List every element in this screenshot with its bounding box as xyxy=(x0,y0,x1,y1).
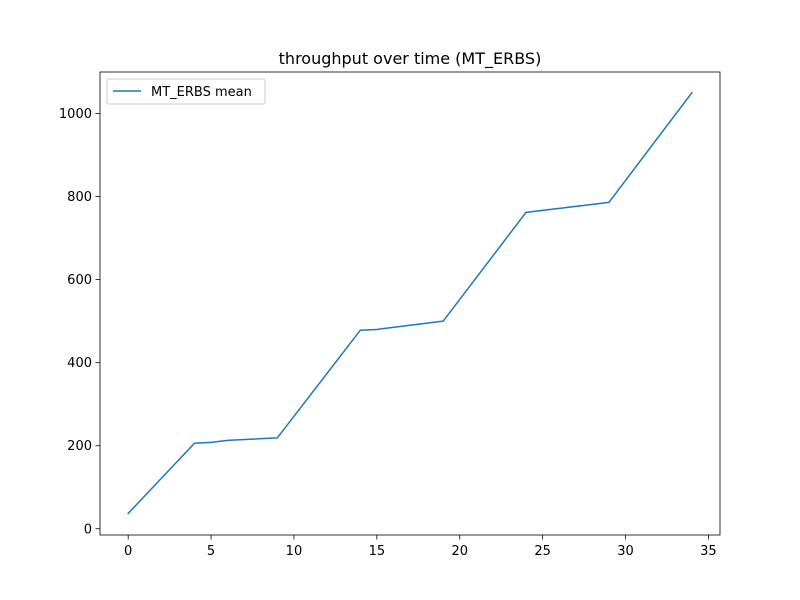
series-layer xyxy=(127,91,693,515)
x-axis-ticks: 0 5 10 15 20 25 30 35 xyxy=(124,535,717,559)
y-tick-label: 0 xyxy=(84,522,92,537)
y-tick-label: 400 xyxy=(67,356,92,371)
x-tick-label: 20 xyxy=(451,544,468,559)
legend: MT_ERBS mean xyxy=(106,78,266,105)
y-tick-label: 800 xyxy=(67,190,92,205)
legend-label-mt-erbs-mean: MT_ERBS mean xyxy=(151,85,252,100)
x-tick-label: 10 xyxy=(286,544,303,559)
y-tick-label: 600 xyxy=(67,273,92,288)
plot-frame xyxy=(99,71,721,536)
y-tick-label: 1000 xyxy=(59,107,92,122)
x-tick-label: 5 xyxy=(207,544,215,559)
series-line-mt-erbs-mean xyxy=(127,91,693,515)
y-axis-ticks: 0 200 400 600 800 1000 xyxy=(59,107,100,537)
x-tick-label: 0 xyxy=(124,544,132,559)
x-tick-label: 30 xyxy=(617,544,634,559)
chart-title: throughput over time (MT_ERBS) xyxy=(279,49,542,69)
legend-box xyxy=(106,78,266,105)
plot-area xyxy=(100,72,720,535)
x-tick-label: 35 xyxy=(700,544,717,559)
x-tick-label: 25 xyxy=(534,544,551,559)
x-tick-label: 15 xyxy=(369,544,386,559)
y-tick-label: 200 xyxy=(67,439,92,454)
